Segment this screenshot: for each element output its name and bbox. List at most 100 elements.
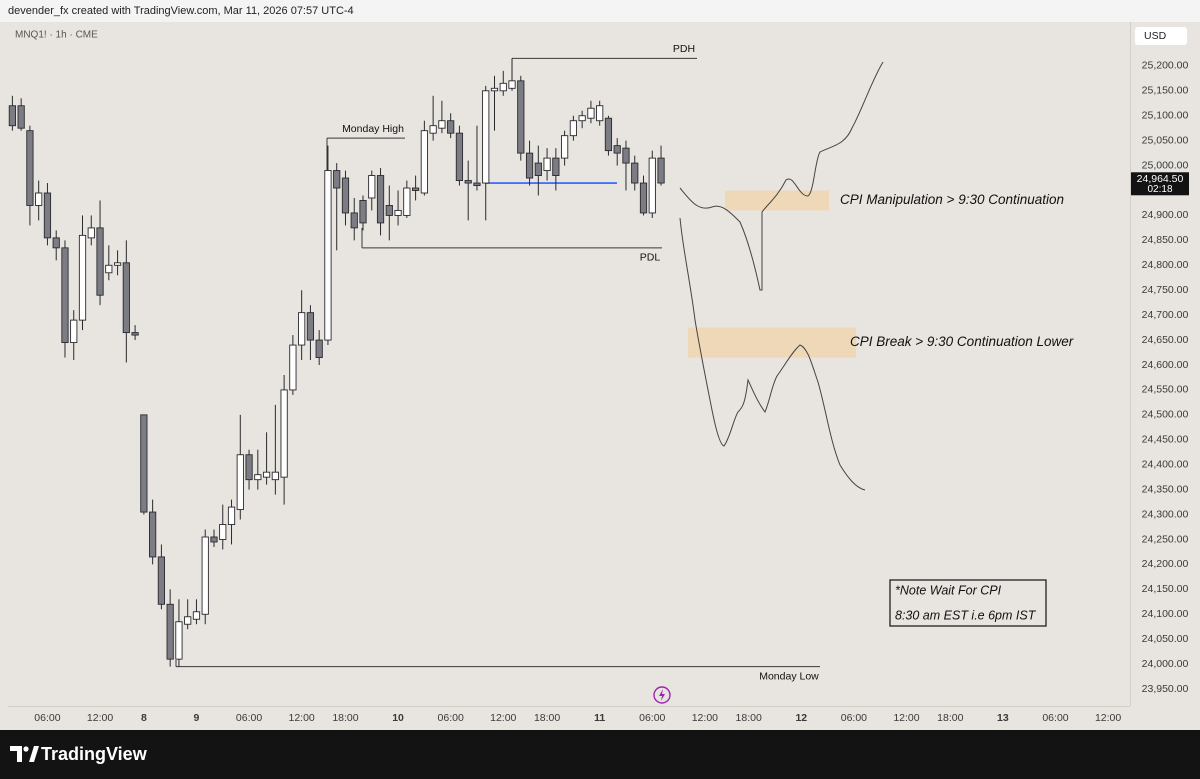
x-tick-label: 12:00 bbox=[490, 712, 516, 724]
x-tick-label: 12:00 bbox=[692, 712, 718, 724]
candle-body bbox=[368, 175, 376, 199]
currency-button[interactable] bbox=[1135, 27, 1187, 45]
candle-body bbox=[604, 117, 613, 152]
y-tick-label: 24,250.00 bbox=[1142, 533, 1189, 545]
scenario-path-down bbox=[679, 217, 866, 491]
y-tick-label: 24,100.00 bbox=[1142, 608, 1189, 620]
x-tick-label: 06:00 bbox=[639, 712, 665, 724]
candle-body bbox=[113, 262, 122, 266]
candle-body bbox=[131, 332, 139, 336]
candle-body bbox=[306, 312, 315, 341]
brand-logo bbox=[10, 746, 39, 762]
note-line: 8:30 am EST i.e 6pm IST bbox=[895, 608, 1037, 622]
y-tick-label: 24,350.00 bbox=[1142, 483, 1189, 495]
currency-label[interactable]: USD bbox=[1144, 30, 1167, 42]
candle-body bbox=[517, 80, 525, 154]
drawings bbox=[679, 61, 884, 491]
candle-body bbox=[438, 120, 446, 129]
y-tick-label: 24,650.00 bbox=[1142, 334, 1189, 346]
candle-body bbox=[376, 175, 385, 224]
x-tick-label: 06:00 bbox=[1042, 712, 1068, 724]
candle-body bbox=[52, 237, 60, 249]
y-tick-label: 25,050.00 bbox=[1142, 134, 1189, 146]
level-label: PDH bbox=[673, 43, 695, 55]
candle-body bbox=[149, 511, 157, 558]
candle-body bbox=[587, 107, 595, 119]
candle-body bbox=[613, 145, 621, 154]
x-tick-label: 13 bbox=[997, 712, 1009, 724]
candle-body bbox=[227, 506, 236, 525]
x-tick-label: 06:00 bbox=[438, 712, 464, 724]
candle-body bbox=[61, 247, 69, 344]
candle-body bbox=[569, 120, 577, 137]
y-tick-label: 25,100.00 bbox=[1142, 110, 1189, 122]
alert-icon[interactable] bbox=[653, 686, 671, 704]
candle-body bbox=[333, 170, 341, 189]
candle-body bbox=[508, 80, 516, 89]
scenario-path-up bbox=[679, 61, 884, 291]
candle-body bbox=[201, 536, 209, 615]
candle-body bbox=[525, 152, 534, 179]
candle-body bbox=[552, 157, 560, 177]
symbol-info: MNQ1! · 1h · CME bbox=[15, 30, 98, 41]
x-tick-label: 18:00 bbox=[937, 712, 963, 724]
candle-body bbox=[385, 205, 393, 216]
y-tick-label: 24,200.00 bbox=[1142, 558, 1189, 570]
candle-body bbox=[341, 177, 350, 214]
note-line: *Note Wait For CPI bbox=[895, 583, 1002, 597]
y-tick-label: 24,600.00 bbox=[1142, 359, 1189, 371]
candle-body bbox=[447, 120, 455, 134]
candle-body bbox=[543, 157, 551, 172]
level-label: PDL bbox=[640, 252, 661, 264]
candle-body bbox=[254, 474, 262, 481]
candle-body bbox=[262, 471, 271, 478]
candle-body bbox=[192, 611, 201, 620]
zone-label: CPI Manipulation > 9:30 Continuation bbox=[840, 192, 1064, 207]
logo-mark bbox=[29, 746, 39, 762]
candle-body bbox=[26, 130, 34, 206]
candle-body bbox=[35, 192, 43, 206]
footer-bar bbox=[0, 730, 1200, 779]
candle-body bbox=[236, 454, 244, 511]
candle-body bbox=[219, 524, 227, 540]
candle-body bbox=[482, 90, 490, 184]
zone bbox=[688, 327, 856, 358]
candle-body bbox=[534, 162, 542, 177]
candle-body bbox=[122, 262, 130, 334]
header-bar bbox=[0, 0, 1200, 22]
y-tick-label: 24,400.00 bbox=[1142, 458, 1189, 470]
candle-body bbox=[175, 621, 183, 660]
candle-body bbox=[657, 157, 665, 184]
brand-name: TradingView bbox=[41, 744, 148, 764]
candle-body bbox=[403, 187, 411, 216]
y-tick-label: 24,800.00 bbox=[1142, 259, 1189, 271]
y-tick-label: 24,700.00 bbox=[1142, 309, 1189, 321]
countdown-label: 02:18 bbox=[1147, 184, 1172, 195]
candle-body bbox=[157, 556, 166, 605]
candle-body bbox=[394, 209, 402, 216]
candle-body bbox=[455, 132, 464, 181]
x-tick-label: 18:00 bbox=[534, 712, 560, 724]
alert-ring[interactable] bbox=[653, 686, 671, 704]
x-tick-label: 8 bbox=[141, 712, 147, 724]
logo-mark bbox=[10, 746, 22, 762]
level-label: Monday High bbox=[342, 123, 404, 135]
candle-body bbox=[631, 162, 639, 184]
candle-body bbox=[43, 192, 52, 239]
x-tick-label: 12 bbox=[795, 712, 807, 724]
candle-body bbox=[271, 471, 279, 481]
candle-body bbox=[561, 135, 569, 159]
candle-body bbox=[639, 182, 648, 214]
candle-body bbox=[622, 147, 630, 164]
x-tick-label: 12:00 bbox=[893, 712, 919, 724]
alert-bolt[interactable] bbox=[659, 689, 665, 701]
x-tick-label: 18:00 bbox=[332, 712, 358, 724]
candle-body bbox=[70, 319, 78, 344]
candle-body bbox=[359, 200, 367, 224]
x-tick-label: 06:00 bbox=[841, 712, 867, 724]
y-tick-label: 24,850.00 bbox=[1142, 234, 1189, 246]
candle-body bbox=[210, 536, 218, 543]
candle-body bbox=[78, 234, 87, 321]
x-tick-label: 06:00 bbox=[236, 712, 262, 724]
